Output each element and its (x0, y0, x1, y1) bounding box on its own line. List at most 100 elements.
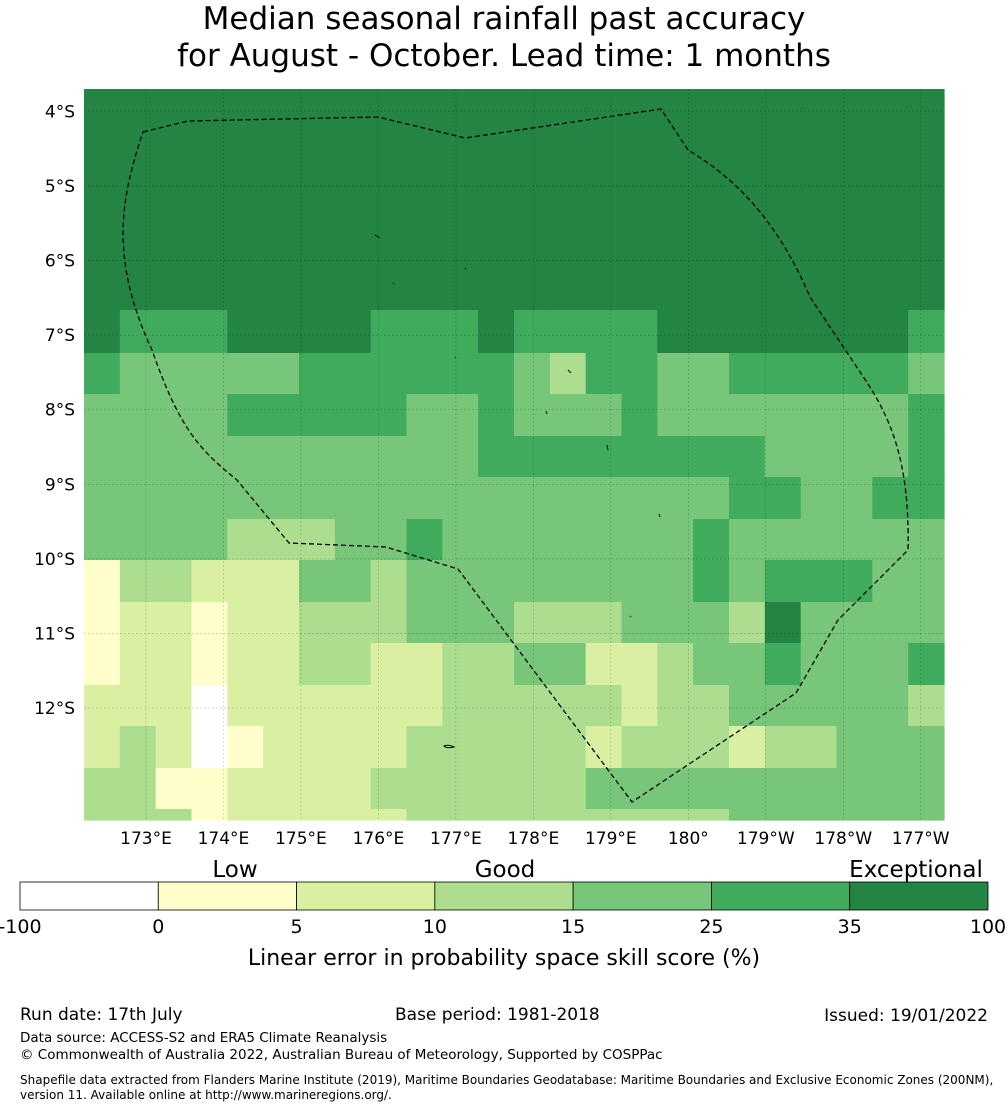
grid-cell (299, 394, 336, 437)
latitude-tick-label: 5°S (45, 177, 75, 197)
grid-cell (406, 643, 443, 686)
grid-cell (764, 89, 802, 111)
grid-cell (119, 270, 157, 311)
grid-cell (370, 477, 408, 520)
grid-cell (334, 394, 372, 437)
grid-cell (800, 150, 838, 191)
grid-cell (764, 394, 802, 437)
grid-cell (800, 809, 838, 821)
grid-cell (836, 560, 873, 603)
grid-cell (84, 89, 121, 111)
grid-cell (729, 89, 766, 111)
grid-cell (836, 230, 873, 271)
grid-cell (693, 685, 730, 727)
grid-cell (442, 643, 479, 686)
grid-cell (872, 768, 909, 810)
grid-cell (263, 394, 300, 437)
grid-cell (908, 353, 945, 395)
colorbar-category-labels: Low Good Exceptional (212, 857, 982, 883)
grid-cell (836, 685, 873, 727)
grid-cell (119, 768, 157, 810)
colorbar-tick-label: 0 (152, 916, 164, 938)
grid-cell (872, 560, 909, 603)
grid-cell (84, 353, 121, 395)
grid-cell (549, 643, 587, 686)
latitude-tick-label: 12°S (34, 699, 75, 719)
grid-cell (299, 230, 336, 271)
grid-cell (478, 768, 515, 810)
grid-cell (800, 190, 838, 231)
grid-cell (657, 310, 694, 354)
grid-cell (370, 519, 408, 561)
grid-cell (370, 89, 408, 111)
grid-cell (334, 726, 372, 769)
grid-cell (442, 519, 479, 561)
grid-cell (442, 110, 479, 151)
grid-cell (119, 353, 157, 395)
grid-cell (370, 809, 408, 821)
grid-cell (299, 560, 336, 603)
grid-cell (299, 150, 336, 191)
grid-cell (800, 310, 838, 354)
grid-cell (549, 150, 587, 191)
grid-cell (334, 809, 372, 821)
eez-boundary-dashed (122, 108, 909, 803)
grid-cell (370, 726, 408, 769)
colorbar-segment (296, 881, 436, 911)
grid-cell (155, 768, 193, 810)
colorbar-tick-label: 100 (970, 916, 1006, 938)
grid-cell (621, 726, 658, 769)
grid-cell (442, 809, 479, 821)
grid-cell (621, 110, 658, 151)
shapefile-credit-line-1: Shapefile data extracted from Flanders M… (20, 1073, 994, 1087)
grid-cell (334, 353, 372, 395)
grid-cell (191, 230, 228, 271)
grid-cell (549, 394, 587, 437)
grid-cell (764, 809, 802, 821)
grid-cell (800, 353, 838, 395)
grid-cell (764, 230, 802, 271)
grid-cell (119, 519, 157, 561)
grid-cell (227, 353, 264, 395)
grid-cell (119, 190, 157, 231)
grid-cell (263, 310, 300, 354)
grid-cell (334, 519, 372, 561)
grid-cell (406, 726, 443, 769)
grid-cell (657, 726, 694, 769)
grid-cell (585, 310, 623, 354)
grid-cell (334, 150, 372, 191)
grid-cell (514, 519, 551, 561)
grid-cell (514, 560, 551, 603)
grid-cell (155, 310, 193, 354)
grid-cell (764, 310, 802, 354)
island-outlines (374, 234, 661, 749)
grid-cell (370, 436, 408, 478)
grid-cell (764, 110, 802, 151)
grid-cell (836, 602, 873, 644)
grid-cell (514, 768, 551, 810)
grid-cell (908, 643, 945, 686)
colorbar-segment (434, 881, 574, 911)
grid-cell (191, 519, 228, 561)
grid-cell (764, 150, 802, 191)
grid-cell (478, 643, 515, 686)
grid-cell (191, 89, 228, 111)
grid-cell (657, 768, 694, 810)
grid-cell (84, 643, 121, 686)
longitude-tick-label: 177°W (892, 829, 950, 849)
grid-cell (478, 353, 515, 395)
grid-cell (836, 394, 873, 437)
grid-cell (478, 310, 515, 354)
grid-cell (729, 230, 766, 271)
grid-cell (334, 602, 372, 644)
grid-cell (549, 353, 587, 395)
grid-cell (442, 230, 479, 271)
grid-cell (585, 394, 623, 437)
grid-cell (334, 685, 372, 727)
grid-cell (908, 190, 945, 231)
grid-cell (442, 768, 479, 810)
grid-cell (621, 270, 658, 311)
grid-cell (84, 477, 121, 520)
data-source: Data source: ACCESS-S2 and ERA5 Climate … (20, 1030, 388, 1046)
grid-cell (693, 809, 730, 821)
